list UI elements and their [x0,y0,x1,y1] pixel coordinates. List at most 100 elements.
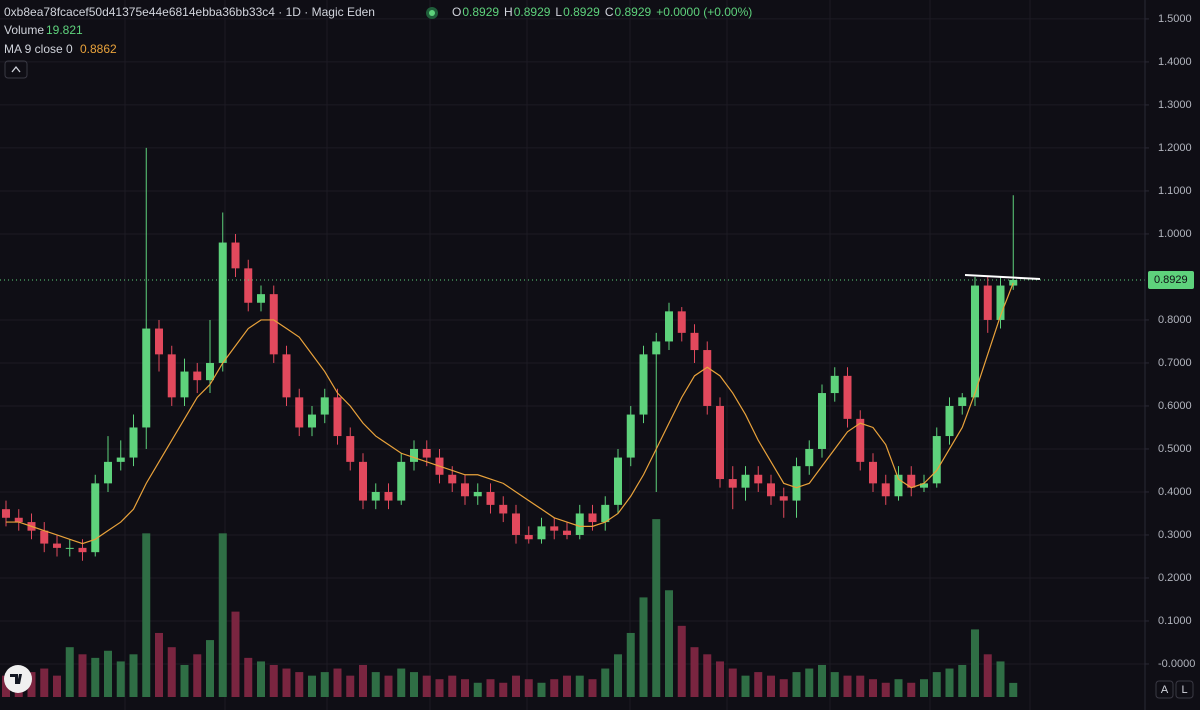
horizontal-grid [0,18,1145,665]
volume-bar [524,679,533,697]
ma-value: 0.8862 [80,42,117,56]
candle-body [881,483,890,497]
volume-bar [104,650,112,697]
volume-bar [397,668,406,697]
volume-bar [359,664,367,697]
volume-bar [91,657,100,697]
volume-bar [346,675,355,697]
candle-body [218,242,227,363]
volume-bar [907,682,916,697]
candle-body [473,491,482,497]
volume-bar [486,679,495,697]
candle-body [614,457,622,505]
volume-bar [2,675,10,697]
candle-body [945,405,954,437]
candle-body [1009,280,1018,286]
candle-body [703,350,712,406]
volume-bar [448,675,457,697]
y-tick-label: 1.2000 [1158,142,1192,154]
chart-title: 0xb8ea78fcacef50d41375e44e6814ebba36bb33… [4,5,375,19]
candle-body [167,354,176,398]
scale-button[interactable] [1155,680,1174,699]
ohlc-label: O [452,5,461,19]
candle-body [461,483,469,497]
scale-button-label[interactable]: A [1161,684,1169,696]
candle-body [652,341,661,355]
candle-body [601,504,610,523]
trend-line [964,274,1041,280]
ohlc-label: L [555,5,562,19]
volume-bar [537,682,546,697]
candle-body [269,294,278,355]
vertical-grid [124,0,1031,710]
ma-label: MA 9 close 0 [4,42,73,56]
volume-bar [180,664,189,697]
volume-bar [754,672,763,697]
candle-body [333,397,342,437]
volume-bar [257,661,265,697]
scale-button[interactable] [1175,680,1194,699]
candle-body [448,474,457,484]
volume-bar [1009,682,1018,697]
candle-body [359,461,367,501]
collapse-button[interactable] [4,60,28,79]
scale-button-label[interactable]: L [1181,684,1187,696]
volume-bar [639,597,648,697]
candle-body [792,466,801,501]
candle-body [716,405,724,480]
y-tick-label: 0.3000 [1158,529,1192,541]
candle-body [410,448,418,462]
volume-bar [461,679,469,697]
volume-bar [983,654,992,697]
candle-body [104,461,112,484]
candle-body [320,397,329,415]
volume-bar [869,679,877,697]
volume-bar [473,682,482,697]
volume-label: Volume [4,23,44,37]
volume-bar [716,661,724,697]
price-axis: 1.5000 1.4000 1.3000 1.2000 1.1000 1.0000 0.80… [1145,13,1195,670]
candle-body [14,517,23,523]
candle-body [180,371,189,398]
candle-body [626,414,635,458]
candle-body [971,285,979,398]
volume-bar [371,672,380,697]
volume-bars [2,519,1018,697]
candle-body [282,354,291,398]
volume-value: 19.821 [46,23,83,37]
volume-bar [665,590,673,697]
volume-bar [295,672,304,697]
y-tick-label: 0.2000 [1158,572,1192,584]
collapse-button-box[interactable] [4,60,28,79]
volume-bar [894,679,903,697]
candle-body [116,457,125,462]
candle-body [818,393,826,449]
volume-bar [282,668,291,697]
y-tick-label: 1.1000 [1158,185,1192,197]
candle-body [741,474,750,488]
volume-bar [690,647,699,697]
volume-bar [614,654,622,697]
y-tick-label: 1.4000 [1158,56,1192,68]
candle-body [779,496,788,501]
volume-bar [65,647,74,697]
ohlc-value: 0.8929 [462,5,499,19]
ohlc-label: H [504,5,513,19]
ma-line [6,282,1014,545]
ohlc-label: C [605,5,614,19]
volume-bar [410,672,418,697]
volume-bar [244,657,253,697]
volume-bar [792,672,801,697]
candle-body [588,513,597,523]
candle-body [767,483,775,497]
volume-bar [53,675,61,697]
ohlc-value: 0.8929 [514,5,551,19]
candle-body [371,491,380,501]
candle-body [677,311,686,333]
y-tick-label: 0.1000 [1158,615,1192,627]
volume-bar [308,675,316,697]
volume-bar [435,679,444,697]
candle-body [728,479,737,488]
y-tick-label: 1.0000 [1158,228,1192,240]
